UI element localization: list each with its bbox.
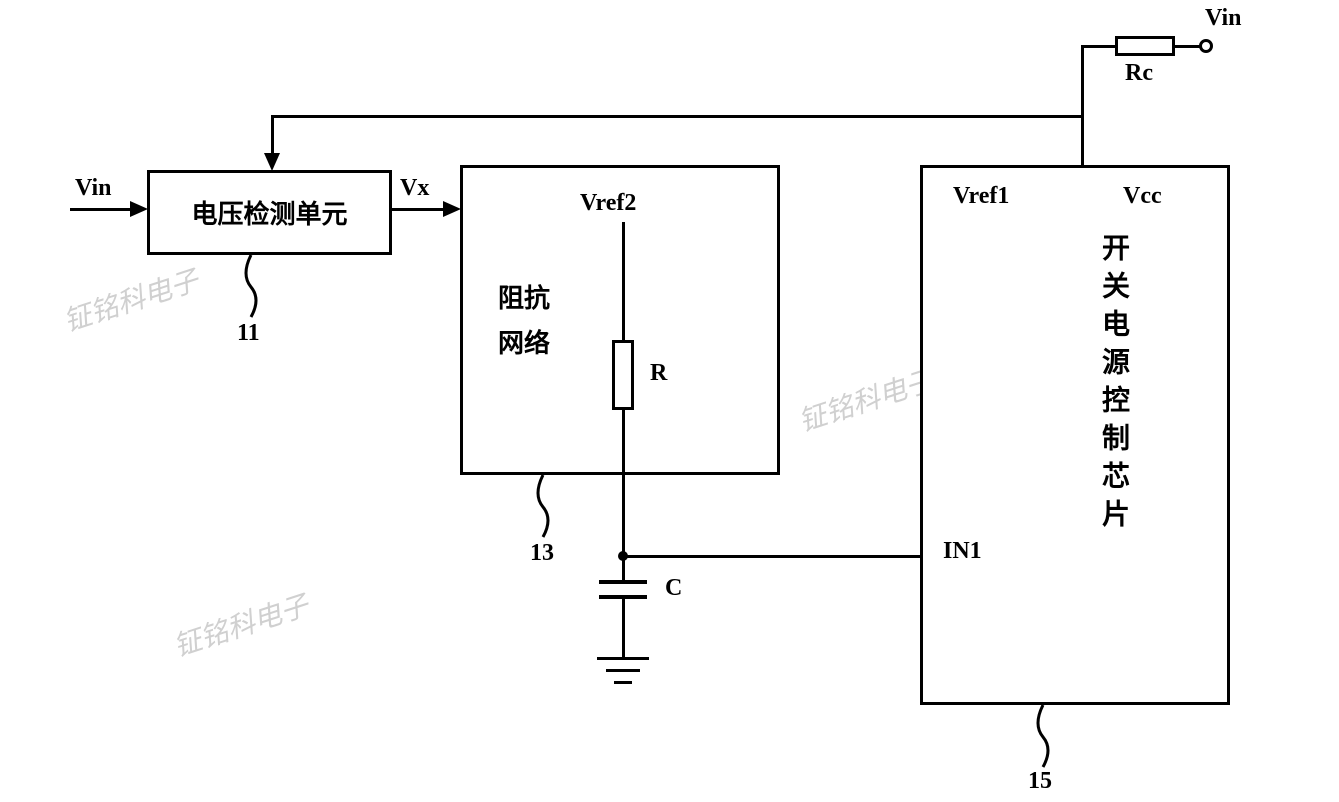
r-label: R <box>650 360 667 387</box>
wire-feedback-top <box>271 115 1084 118</box>
in1-label: IN1 <box>943 538 982 565</box>
vcc-label: Vcc <box>1123 183 1162 210</box>
terminal-vin <box>1199 39 1213 53</box>
watermark: 钲铭科电子 <box>168 584 314 665</box>
resistor-r <box>612 340 634 410</box>
gnd-line2 <box>606 669 640 672</box>
vref1-label: Vref1 <box>953 183 1009 210</box>
ref-15: 15 <box>1028 768 1052 795</box>
gnd-line3 <box>614 681 632 684</box>
impedance-network-label1: 阻抗 <box>498 278 550 320</box>
wire-vref2-down <box>622 222 625 340</box>
curve-13 <box>525 475 565 540</box>
wire-to-rc-left <box>1081 45 1116 48</box>
watermark: 钲铭科电子 <box>58 259 204 340</box>
cap-plate-top <box>599 580 647 584</box>
wire-feedback-down <box>271 115 274 158</box>
watermark: 钲铭科电子 <box>793 359 939 440</box>
c-label: C <box>665 575 682 602</box>
vin-topright-label: Vin <box>1205 5 1241 32</box>
switching-chip-block: 开关电源控制芯片 Vref1 Vcc IN1 <box>920 165 1230 705</box>
resistor-rc <box>1115 36 1175 56</box>
wire-rc-down1 <box>1081 45 1084 118</box>
ref-13: 13 <box>530 540 554 567</box>
rc-label: Rc <box>1125 60 1153 87</box>
vref2-label: Vref2 <box>580 190 636 217</box>
voltage-detection-label: 电压检测单元 <box>191 194 347 231</box>
arrow-feedback-down <box>264 153 280 171</box>
wire-vx <box>392 208 445 211</box>
wire-r-down <box>622 410 625 558</box>
curve-11 <box>233 255 273 320</box>
vin-left-label: Vin <box>75 175 111 202</box>
arrow-vin-left <box>130 201 148 217</box>
wire-cap-to-gnd <box>622 599 625 657</box>
arrow-vx <box>443 201 461 217</box>
switching-chip-label: 开关电源控制芯片 <box>1093 233 1133 537</box>
vx-label: Vx <box>400 175 429 202</box>
ref-11: 11 <box>237 320 260 347</box>
wire-vin-left <box>70 208 135 211</box>
wire-rc-right <box>1175 45 1200 48</box>
gnd-line1 <box>597 657 649 660</box>
curve-15 <box>1025 705 1065 770</box>
impedance-network-label2: 网络 <box>498 323 550 365</box>
wire-to-in1 <box>622 555 920 558</box>
voltage-detection-block: 电压检测单元 <box>147 170 392 255</box>
wire-node-to-cap <box>622 558 625 580</box>
wire-rc-down2 <box>1081 115 1084 165</box>
